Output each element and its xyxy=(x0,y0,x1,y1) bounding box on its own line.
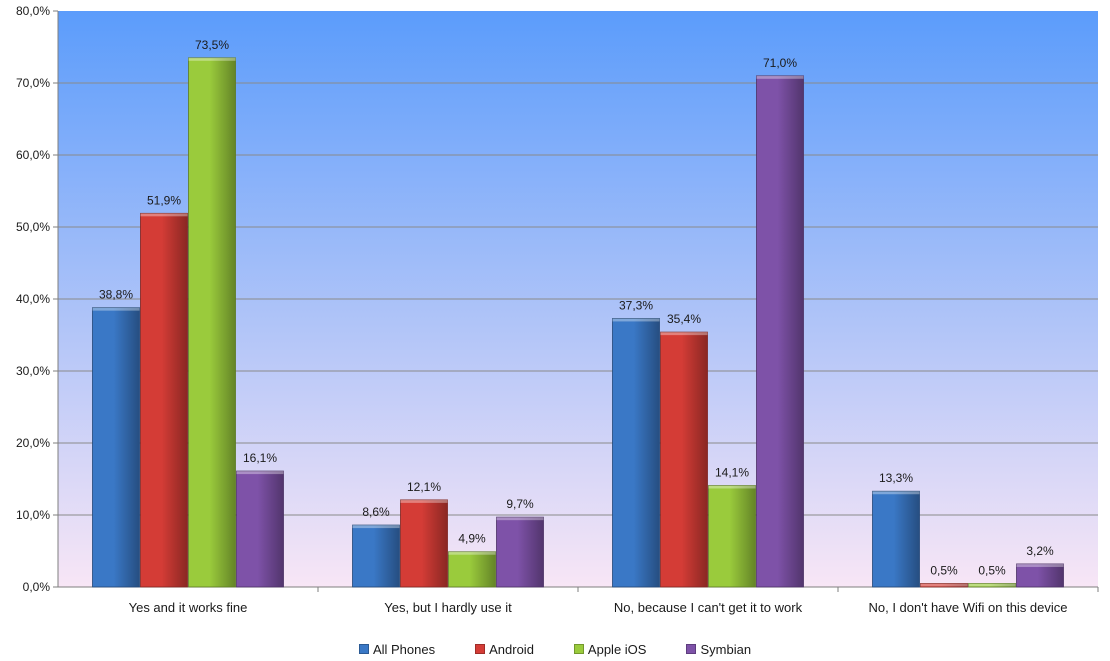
bar-highlight xyxy=(496,517,544,521)
bar-symbian xyxy=(236,470,284,588)
y-tick-label: 80,0% xyxy=(16,4,50,18)
y-tick-label: 50,0% xyxy=(16,220,50,234)
bar-highlight xyxy=(708,485,756,489)
data-label: 37,3% xyxy=(619,298,653,312)
bar-apple-ios xyxy=(708,485,756,588)
bar-highlight xyxy=(756,75,804,79)
chart-legend: All Phones Android Apple iOS Symbian xyxy=(0,640,1110,658)
bar-highlight xyxy=(140,213,188,217)
legend-label: Symbian xyxy=(700,641,752,657)
data-label: 8,6% xyxy=(362,505,390,519)
legend-label: Android xyxy=(489,641,534,657)
data-label: 9,7% xyxy=(506,497,534,511)
data-label: 38,8% xyxy=(99,288,133,302)
bar-symbian xyxy=(496,516,544,588)
data-label: 13,3% xyxy=(879,471,913,485)
x-tick-label: No, because I can't get it to work xyxy=(614,600,803,615)
data-label: 16,1% xyxy=(243,451,277,465)
y-tick-label: 40,0% xyxy=(16,292,50,306)
data-label: 3,2% xyxy=(1026,544,1054,558)
legend-item-all-phones: All Phones xyxy=(358,641,436,657)
bar-highlight xyxy=(352,525,400,529)
data-label: 14,1% xyxy=(715,465,749,479)
legend-item-apple-ios: Apple iOS xyxy=(573,641,647,657)
legend-swatch xyxy=(686,644,697,654)
data-label: 35,4% xyxy=(667,312,701,326)
legend-item-android: Android xyxy=(475,642,534,657)
y-tick-label: 20,0% xyxy=(16,436,50,450)
bar-highlight xyxy=(920,583,968,587)
bar-highlight xyxy=(236,471,284,475)
bar-all-phones xyxy=(92,307,140,588)
bar-all-phones xyxy=(612,318,660,588)
data-label: 0,5% xyxy=(978,563,1006,577)
legend-swatch xyxy=(573,644,584,654)
y-tick-label: 30,0% xyxy=(16,364,50,378)
data-label: 73,5% xyxy=(195,38,229,52)
x-tick-label: Yes and it works fine xyxy=(129,600,248,615)
bar-android xyxy=(920,583,968,588)
bar-highlight xyxy=(448,551,496,555)
bar-chart: 0,0% 10,0% 20,0% 30,0% 40,0% 50,0% 60,0% 70,0% 8… xyxy=(16,4,1099,615)
bar-apple-ios xyxy=(968,583,1016,588)
data-label: 51,9% xyxy=(147,193,181,207)
bar-apple-ios xyxy=(188,57,236,588)
x-tick-label: No, I don't have Wifi on this device xyxy=(868,600,1067,615)
legend-label: Apple iOS xyxy=(587,641,647,657)
bar-all-phones xyxy=(872,490,920,588)
legend-swatch xyxy=(358,644,369,654)
data-label: 0,5% xyxy=(930,563,958,577)
data-label: 4,9% xyxy=(458,532,486,546)
y-tick-label: 0,0% xyxy=(23,580,51,594)
bar-highlight xyxy=(968,583,1016,587)
bar-highlight xyxy=(188,57,236,61)
y-tick-label: 60,0% xyxy=(16,148,50,162)
data-label: 71,0% xyxy=(763,56,797,70)
x-tick-label: Yes, but I hardly use it xyxy=(384,600,512,615)
bar-highlight xyxy=(660,332,708,336)
bar-android xyxy=(400,499,448,588)
bar-highlight xyxy=(872,491,920,495)
legend-label: All Phones xyxy=(372,641,436,657)
data-label: 12,1% xyxy=(407,480,441,494)
bar-highlight xyxy=(1016,563,1064,567)
bar-highlight xyxy=(92,307,140,311)
legend-item-symbian: Symbian xyxy=(686,642,751,657)
y-tick-label: 10,0% xyxy=(16,508,50,522)
bar-all-phones xyxy=(352,524,400,588)
bar-symbian xyxy=(756,75,804,588)
bar-apple-ios xyxy=(448,551,496,588)
y-tick-label: 70,0% xyxy=(16,76,50,90)
bar-highlight xyxy=(400,499,448,503)
bar-highlight xyxy=(612,318,660,322)
bar-android xyxy=(660,331,708,588)
bar-android xyxy=(140,212,188,588)
legend-swatch xyxy=(475,644,486,654)
bar-symbian xyxy=(1016,563,1064,588)
